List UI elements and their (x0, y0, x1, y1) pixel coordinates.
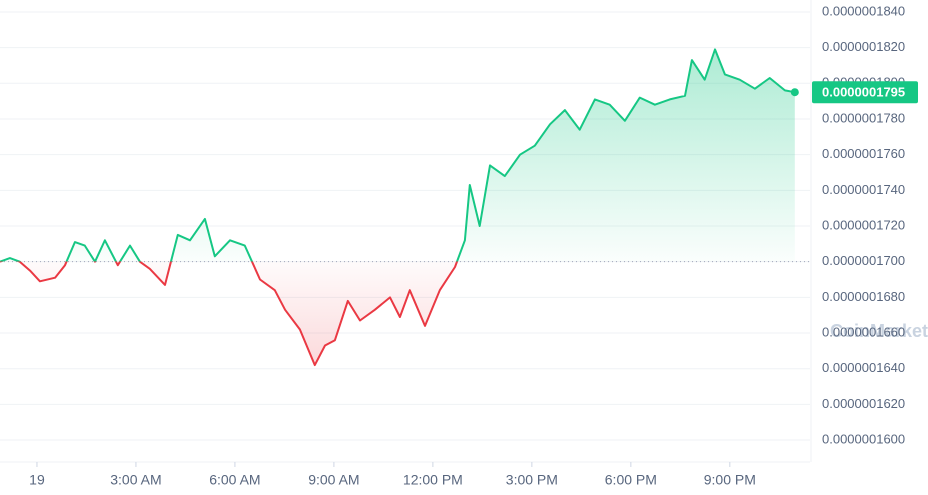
price-tag (812, 81, 918, 104)
x-tick-label: 3:00 PM (506, 472, 558, 488)
y-tick-label: 0.0000001660 (822, 324, 905, 339)
x-tick-label: 6:00 PM (605, 472, 657, 488)
y-tick-label: 0.0000001700 (822, 253, 905, 268)
price-line (0, 48, 795, 367)
x-tick-label: 19 (29, 472, 45, 488)
last-point (790, 88, 799, 97)
y-tick-label: 0.0000001600 (822, 431, 905, 446)
y-tick-label: 0.0000001720 (822, 217, 905, 232)
x-tick-label: 9:00 PM (704, 472, 756, 488)
y-tick-label: 0.0000001740 (822, 182, 905, 197)
y-tick-label: 0.0000001820 (822, 39, 905, 54)
y-tick-label: 0.0000001680 (822, 289, 905, 304)
y-tick-label: 0.0000001620 (822, 396, 905, 411)
x-tick-label: 6:00 AM (209, 472, 260, 488)
watermark: CoinMarketCap (830, 321, 928, 341)
x-tick-label: 9:00 AM (308, 472, 359, 488)
y-tick-label: 0.0000001840 (822, 3, 905, 18)
x-tick-label: 3:00 AM (110, 472, 161, 488)
y-tick-label: 0.0000001640 (822, 360, 905, 375)
area (0, 49, 795, 366)
y-tick-label: 0.0000001760 (822, 146, 905, 161)
x-tick-label: 12:00 PM (403, 472, 463, 488)
price-tag-label: 0.0000001795 (822, 85, 905, 100)
y-tick-label: 0.0000001780 (822, 110, 905, 125)
